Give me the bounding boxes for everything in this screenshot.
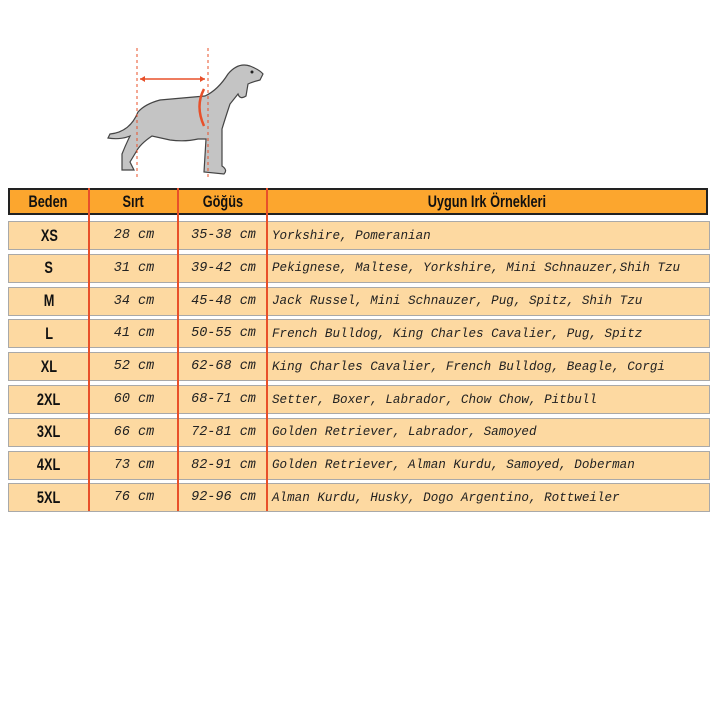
- chest-range: 62-68 cm: [191, 359, 256, 375]
- breed-examples: Pekignese, Maltese, Yorkshire, Mini Schn…: [272, 261, 681, 276]
- size-label: 3XL: [37, 422, 61, 442]
- back-length: 60 cm: [113, 392, 155, 407]
- size-label: 2XL: [37, 389, 61, 409]
- back-length: 28 cm: [113, 228, 155, 243]
- column-divider: [177, 188, 179, 511]
- table-header: Beden Sırt Göğüs Uygun Irk Örnekleri: [8, 188, 708, 215]
- breed-examples: Yorkshire, Pomeranian: [272, 228, 431, 243]
- size-label: 5XL: [37, 487, 61, 507]
- table-row: M 34 cm 45-48 cm Jack Russel, Mini Schna…: [8, 286, 710, 316]
- header-breeds: Uygun Irk Örnekleri: [427, 191, 547, 211]
- table-row: S 31 cm 39-42 cm Pekignese, Maltese, Yor…: [8, 253, 710, 283]
- size-label: XL: [40, 356, 58, 376]
- back-length: 66 cm: [113, 424, 155, 440]
- table-row: XS 28 cm 35-38 cm Yorkshire, Pomeranian: [8, 221, 710, 250]
- header-back: Sırt: [122, 191, 144, 211]
- back-length: 73 cm: [113, 457, 155, 473]
- column-divider: [88, 188, 90, 511]
- breed-examples: Golden Retriever, Labrador, Samoyed: [272, 425, 537, 440]
- chest-range: 68-71 cm: [191, 392, 256, 407]
- back-length: 31 cm: [113, 260, 155, 276]
- size-label: S: [44, 258, 54, 278]
- size-label: XS: [40, 225, 58, 245]
- table-row: XL 52 cm 62-68 cm King Charles Cavalier,…: [8, 352, 710, 382]
- back-length: 52 cm: [113, 359, 155, 375]
- header-size: Beden: [28, 191, 68, 211]
- chest-range: 35-38 cm: [191, 228, 256, 243]
- table-row: 5XL 76 cm 92-96 cm Alman Kurdu, Husky, D…: [8, 483, 710, 513]
- chest-range: 45-48 cm: [191, 293, 256, 309]
- size-label: 4XL: [37, 455, 61, 475]
- breed-examples: Setter, Boxer, Labrador, Chow Chow, Pitb…: [272, 392, 597, 407]
- back-length: 41 cm: [113, 326, 155, 342]
- dog-measurement-icon: [107, 48, 264, 180]
- breed-examples: French Bulldog, King Charles Cavalier, P…: [272, 326, 643, 341]
- chest-range: 72-81 cm: [191, 424, 256, 440]
- column-divider: [266, 188, 268, 511]
- size-label: M: [43, 291, 55, 311]
- table-row: 3XL 66 cm 72-81 cm Golden Retriever, Lab…: [8, 417, 710, 447]
- chest-range: 92-96 cm: [191, 490, 256, 506]
- back-length: 34 cm: [113, 293, 155, 309]
- size-label: L: [45, 323, 53, 343]
- chest-range: 82-91 cm: [191, 457, 256, 473]
- breed-examples: Jack Russel, Mini Schnauzer, Pug, Spitz,…: [272, 294, 643, 309]
- back-length: 76 cm: [113, 490, 155, 506]
- table-row: 2XL 60 cm 68-71 cm Setter, Boxer, Labrad…: [8, 385, 710, 414]
- table-row: L 41 cm 50-55 cm French Bulldog, King Ch…: [8, 319, 710, 349]
- breed-examples: King Charles Cavalier, French Bulldog, B…: [272, 359, 665, 374]
- chest-range: 39-42 cm: [191, 260, 256, 276]
- chest-range: 50-55 cm: [191, 326, 256, 342]
- header-chest: Göğüs: [202, 191, 243, 211]
- breed-examples: Golden Retriever, Alman Kurdu, Samoyed, …: [272, 458, 635, 473]
- breed-examples: Alman Kurdu, Husky, Dogo Argentino, Rott…: [272, 490, 620, 505]
- table-row: 4XL 73 cm 82-91 cm Golden Retriever, Alm…: [8, 450, 710, 480]
